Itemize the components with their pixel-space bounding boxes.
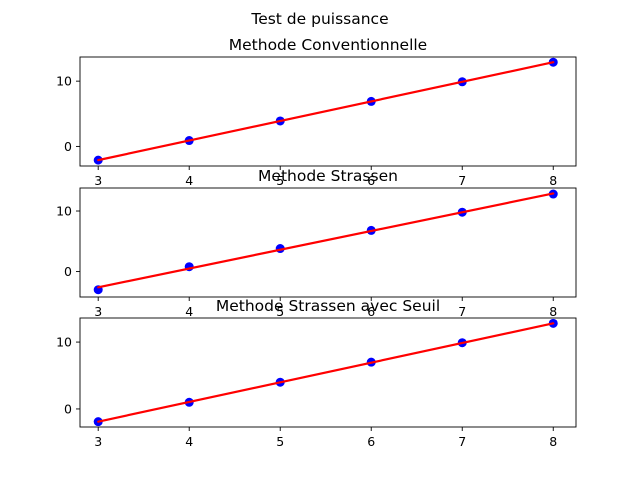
x-tick-label: 8	[549, 173, 557, 188]
x-tick-label: 5	[276, 304, 284, 319]
y-tick-label: 10	[56, 74, 72, 89]
x-tick-label: 6	[367, 304, 375, 319]
axes-frame	[79, 317, 577, 428]
subplot-strassen-seuil: 3 4 5 6 7 8 0 10 Methode Strassen avec Seuil	[56, 297, 577, 449]
x-tick-label: 3	[94, 173, 102, 188]
x-tick-label: 6	[367, 434, 375, 449]
axes-frame	[79, 187, 577, 298]
x-tick-label: 3	[94, 304, 102, 319]
x-tick-label: 5	[276, 173, 284, 188]
x-tick-label: 4	[185, 304, 193, 319]
subplot-title: Methode Strassen avec Seuil	[216, 297, 440, 315]
y-tick-label: 10	[56, 335, 72, 350]
x-tick-label: 5	[276, 434, 284, 449]
subplot-strassen: 3 4 5 6 7 8 0 10 Methode Strassen	[56, 167, 577, 319]
y-tick-label: 0	[64, 264, 72, 279]
x-tick-label: 4	[185, 434, 193, 449]
subplot-title: Methode Conventionnelle	[229, 36, 427, 54]
x-tick-label: 8	[549, 434, 557, 449]
x-tick-label: 6	[367, 173, 375, 188]
x-tick-label: 7	[458, 173, 466, 188]
x-tick-label: 7	[458, 304, 466, 319]
x-tick-label: 3	[94, 434, 102, 449]
figure-suptitle: Test de puissance	[250, 10, 388, 28]
fit-line	[97, 322, 555, 423]
y-tick-label: 0	[64, 139, 72, 154]
subplot-conventionnelle: 3 4 5 6 7 8 0 10 Methode Conventionnelle	[56, 36, 577, 188]
x-tick-label: 4	[185, 173, 193, 188]
x-tick-label: 8	[549, 304, 557, 319]
fit-line	[97, 192, 555, 289]
y-tick-label: 0	[64, 401, 72, 416]
fit-line	[97, 61, 555, 162]
axes-frame	[79, 56, 577, 167]
subplot-title: Methode Strassen	[258, 167, 398, 185]
y-tick-label: 10	[56, 204, 72, 219]
x-tick-label: 7	[458, 434, 466, 449]
